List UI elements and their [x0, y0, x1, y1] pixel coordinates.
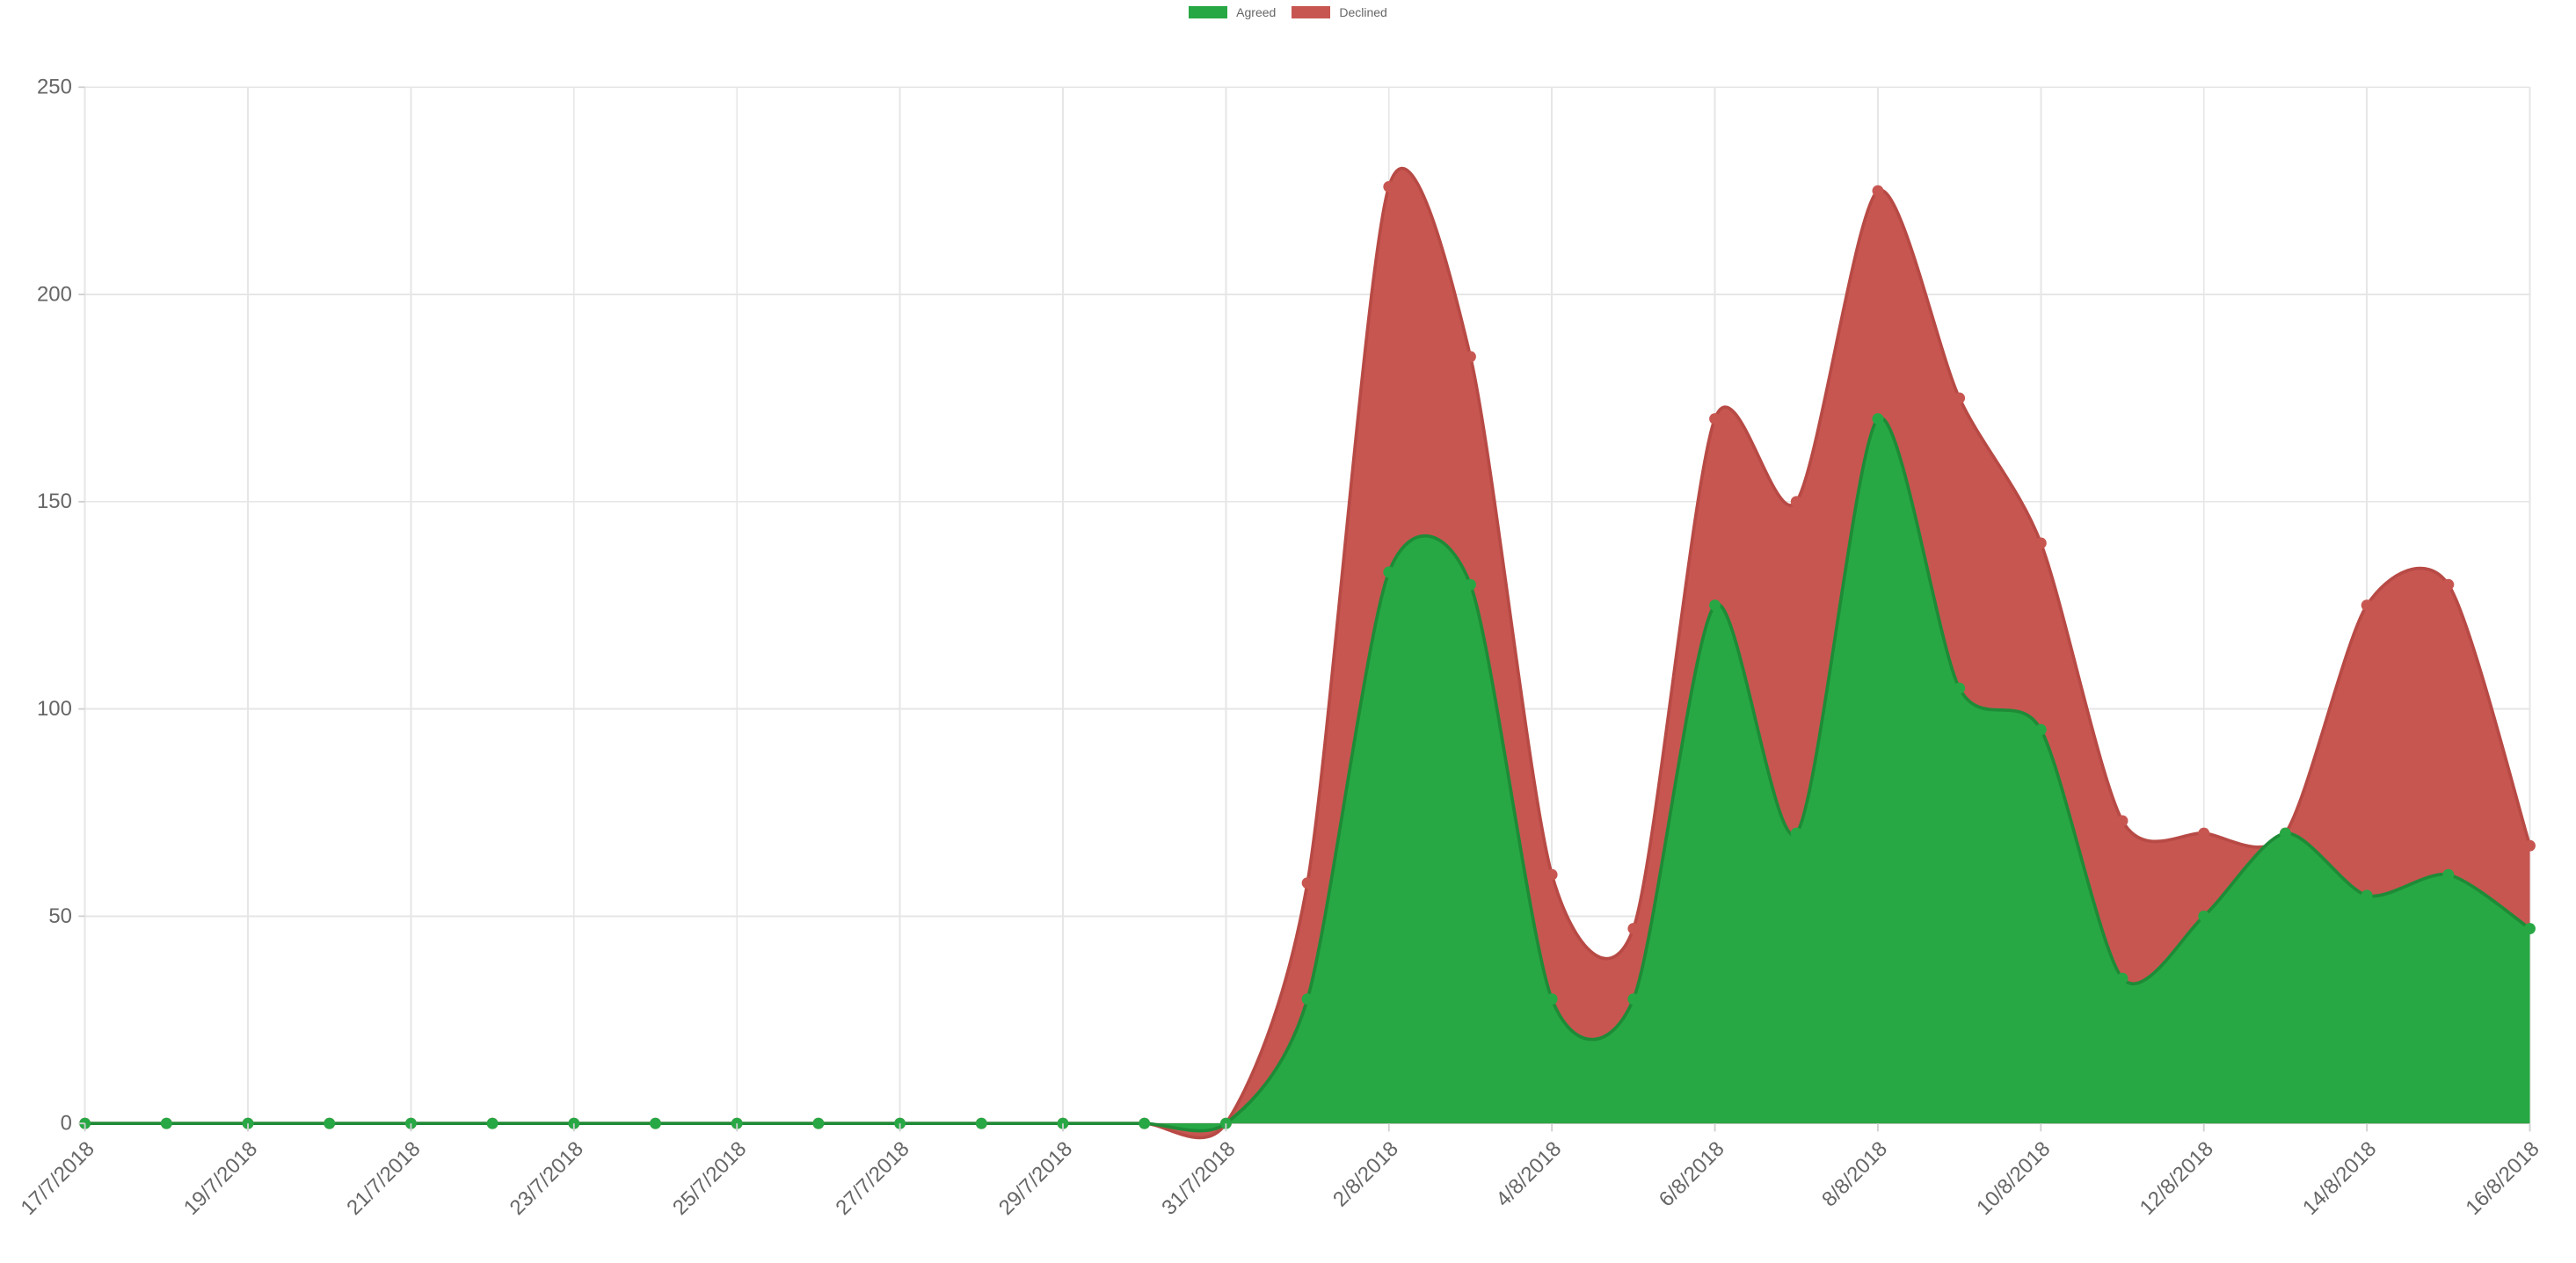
point-agreed[interactable] — [1383, 567, 1394, 578]
y-tick-label: 50 — [48, 904, 72, 928]
point-agreed[interactable] — [2198, 911, 2209, 922]
point-agreed[interactable] — [650, 1118, 661, 1129]
point-agreed[interactable] — [2280, 828, 2291, 839]
point-declined[interactable] — [2198, 828, 2209, 839]
y-tick-label: 100 — [37, 697, 72, 721]
point-agreed[interactable] — [1302, 993, 1313, 1005]
point-agreed[interactable] — [1954, 683, 1965, 694]
legend-label-declined: Declined — [1339, 5, 1386, 19]
point-agreed[interactable] — [2442, 869, 2454, 881]
y-tick-label: 250 — [37, 76, 72, 99]
point-declined[interactable] — [1383, 181, 1394, 192]
point-agreed[interactable] — [2524, 923, 2536, 934]
point-declined[interactable] — [2442, 579, 2454, 591]
point-agreed[interactable] — [1546, 993, 1558, 1005]
chart-container: AgreedDeclined 05010015020025017/7/20181… — [0, 0, 2576, 1263]
point-agreed[interactable] — [2117, 973, 2128, 984]
point-agreed[interactable] — [1709, 599, 1721, 611]
point-declined[interactable] — [1302, 877, 1313, 889]
point-declined[interactable] — [2117, 815, 2128, 826]
legend-swatch-agreed — [1189, 6, 1227, 18]
point-declined[interactable] — [2524, 840, 2536, 852]
point-agreed[interactable] — [1873, 413, 1884, 425]
point-declined[interactable] — [1465, 351, 1476, 362]
point-declined[interactable] — [1546, 869, 1558, 881]
point-agreed[interactable] — [2035, 724, 2047, 736]
y-tick-label: 150 — [37, 490, 72, 513]
point-agreed[interactable] — [1139, 1118, 1150, 1129]
legend-item-agreed[interactable]: Agreed — [1189, 5, 1276, 19]
legend: Agreed Declined — [0, 0, 2576, 19]
point-declined[interactable] — [1627, 923, 1639, 934]
point-agreed[interactable] — [1791, 828, 1802, 839]
legend-swatch-declined — [1292, 6, 1330, 18]
point-agreed[interactable] — [812, 1118, 824, 1129]
stacked-area-chart: 05010015020025017/7/201819/7/201821/7/20… — [0, 19, 2576, 1256]
legend-item-declined[interactable]: Declined — [1292, 5, 1386, 19]
point-agreed[interactable] — [1627, 993, 1639, 1005]
point-declined[interactable] — [1954, 392, 1965, 403]
legend-label-agreed: Agreed — [1236, 5, 1276, 19]
point-agreed[interactable] — [324, 1118, 335, 1129]
point-agreed[interactable] — [487, 1118, 498, 1129]
point-declined[interactable] — [2361, 599, 2373, 611]
point-declined[interactable] — [1791, 496, 1802, 507]
point-declined[interactable] — [1709, 413, 1721, 425]
point-agreed[interactable] — [2361, 889, 2373, 901]
point-declined[interactable] — [1873, 185, 1884, 197]
point-agreed[interactable] — [161, 1118, 172, 1129]
point-declined[interactable] — [2035, 538, 2047, 549]
point-agreed[interactable] — [976, 1118, 987, 1129]
y-tick-label: 0 — [61, 1112, 72, 1136]
y-tick-label: 200 — [37, 282, 72, 306]
point-agreed[interactable] — [1465, 579, 1476, 591]
